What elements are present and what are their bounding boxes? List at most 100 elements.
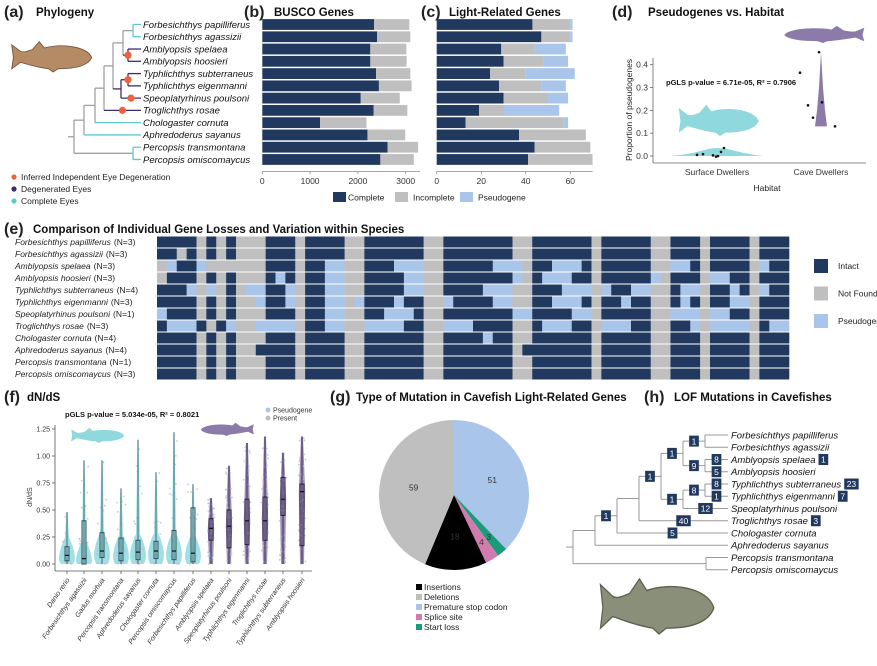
heatmap-cell xyxy=(700,236,711,248)
heatmap-cell xyxy=(601,248,652,260)
heatmap-cell xyxy=(532,296,553,308)
violin-point xyxy=(176,559,178,562)
legend-swatch xyxy=(11,186,17,192)
heatmap-cell xyxy=(157,272,168,284)
species-label: Typhlichthys subterraneus xyxy=(143,69,253,80)
heatmap-cell xyxy=(226,368,237,380)
violin-point xyxy=(208,555,211,558)
bar-incomplete xyxy=(541,31,571,43)
violin-point xyxy=(267,457,270,460)
heatmap-cell xyxy=(295,356,306,368)
violin-point xyxy=(262,560,265,563)
violin-point xyxy=(279,548,282,551)
species-label: Forbesichthys agassizii xyxy=(143,32,242,43)
violin-point xyxy=(135,516,138,519)
heatmap-cell xyxy=(522,344,592,356)
heatmap-cell xyxy=(324,272,345,284)
heatmap-row xyxy=(157,332,790,344)
violin-point xyxy=(65,544,67,547)
heatmap-cell xyxy=(591,308,602,320)
violin-point xyxy=(135,465,138,467)
violin-point xyxy=(150,560,152,563)
heatmap-cell xyxy=(196,308,207,320)
bar-complete xyxy=(436,68,491,79)
violin-point xyxy=(211,556,214,559)
legend-label: Intact xyxy=(838,261,859,271)
heatmap-cell xyxy=(226,320,237,332)
violin-point xyxy=(196,488,198,490)
heatmap-cell xyxy=(364,284,405,296)
violin-point xyxy=(267,532,269,534)
species-name: Forbesichthys papilliferus xyxy=(15,237,112,247)
heatmap-cell xyxy=(413,308,424,320)
species-label: Forbesichthys papilliferus xyxy=(143,20,250,31)
violin-point xyxy=(283,459,286,462)
legend-label: Not Found xyxy=(838,289,877,299)
badge-box xyxy=(711,454,722,465)
heatmap-cell xyxy=(601,260,652,272)
heatmap-cell xyxy=(265,284,286,296)
heatmap-cell xyxy=(176,260,197,272)
panel-f-title: dN/dS xyxy=(27,392,61,404)
violin-point xyxy=(159,521,162,524)
violin-point xyxy=(141,492,144,495)
violin-point xyxy=(266,454,269,456)
violin-point xyxy=(265,478,268,481)
fish-body xyxy=(11,40,93,73)
violin-point xyxy=(265,487,268,490)
violin-point xyxy=(213,516,216,519)
violin-point xyxy=(208,562,210,565)
heatmap-cell xyxy=(443,344,513,356)
heatmap-cell xyxy=(611,284,632,296)
violin-point xyxy=(102,509,105,512)
badge-box xyxy=(689,435,699,447)
violin-point xyxy=(249,511,252,514)
species-label: Amblyopsis spelaea xyxy=(730,455,816,466)
heatmap-cell xyxy=(759,344,790,356)
badge-count: 5 xyxy=(670,528,675,538)
badge-count: 8 xyxy=(714,479,719,489)
violin-group xyxy=(166,432,182,565)
bar-complete xyxy=(436,43,502,55)
heatmap-cell xyxy=(236,248,266,260)
violin-point xyxy=(175,482,177,485)
heatmap-row-label: Forbesichthys agassizii (N=3) xyxy=(15,249,128,259)
species-label: Typhlichthys eigenmanni xyxy=(731,492,836,503)
species-label: Aphredoderus sayanus xyxy=(730,541,829,552)
badge-count: 1 xyxy=(648,472,653,482)
violin-box xyxy=(64,546,70,562)
heatmap-cell xyxy=(216,368,227,380)
heatmap-cell xyxy=(759,368,790,380)
violin-group xyxy=(297,436,307,565)
legend-label: Complete Eyes xyxy=(21,196,79,206)
badge-box xyxy=(810,515,821,527)
heatmap-cell xyxy=(739,284,750,296)
bar-complete xyxy=(262,129,368,141)
heatmap-cell xyxy=(650,236,671,248)
heatmap-cell xyxy=(710,332,750,344)
species-label: Chologaster cornuta xyxy=(143,118,229,129)
heatmap-cell xyxy=(512,248,533,260)
heatmap-cell xyxy=(255,320,296,332)
species-name: Percopsis transmontana xyxy=(15,357,107,367)
heatmap-cell xyxy=(601,368,652,380)
violin-point xyxy=(284,546,287,548)
branch-lof-badge: 8 xyxy=(711,478,722,490)
violin-point xyxy=(297,474,300,477)
heatmap-cell xyxy=(601,308,652,320)
bar-pseudogene xyxy=(570,19,573,30)
tip-lof-badge: 3 xyxy=(810,515,821,527)
x-tick-label: 60 xyxy=(566,176,576,186)
violin-group xyxy=(113,488,129,565)
violin-point xyxy=(262,476,265,479)
violin-point xyxy=(207,510,210,513)
bar-incomplete xyxy=(503,92,549,104)
violin-point xyxy=(225,507,228,510)
species-label: Percopsis transmontana xyxy=(143,143,245,154)
heatmap-cell xyxy=(769,320,790,332)
legend-label: Degenerated Eyes xyxy=(21,184,91,194)
bar-complete xyxy=(262,154,381,165)
badge-count: 1 xyxy=(670,449,675,459)
violin-point xyxy=(132,555,135,558)
violin-group xyxy=(224,465,234,564)
